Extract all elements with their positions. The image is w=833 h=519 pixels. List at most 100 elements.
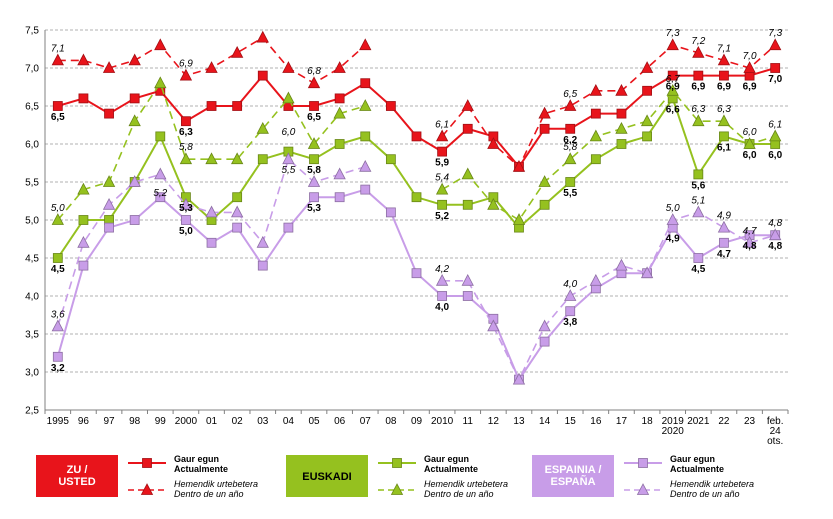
- data-label: 4,9: [666, 234, 680, 245]
- y-tick-label: 6,5: [25, 102, 39, 113]
- data-label: 5,0: [666, 203, 680, 214]
- marker-triangle: [51, 213, 64, 225]
- marker-square: [565, 123, 576, 134]
- marker-triangle: [461, 99, 474, 111]
- series-espana-future: [51, 152, 782, 385]
- marker-triangle: [564, 289, 577, 301]
- marker-triangle: [359, 38, 372, 51]
- marker-triangle: [615, 121, 628, 134]
- marker-triangle: [51, 53, 64, 66]
- marker-triangle: [461, 167, 474, 180]
- data-label: 3,8: [563, 317, 577, 328]
- marker-triangle: [205, 205, 218, 218]
- marker-square: [52, 351, 63, 362]
- series-layer: [51, 30, 782, 385]
- data-label: 6,0: [743, 150, 757, 161]
- marker-square: [206, 101, 217, 111]
- marker-square: [334, 139, 345, 149]
- data-label: 5,8: [179, 142, 193, 153]
- x-tick-label: 22: [718, 416, 730, 427]
- data-label: 6,1: [435, 119, 449, 130]
- marker-square: [693, 253, 704, 263]
- marker-square: [360, 131, 371, 142]
- x-tick-label: 98: [129, 416, 141, 427]
- data-label: 7,1: [717, 43, 731, 54]
- marker-triangle: [692, 114, 705, 127]
- marker-square: [719, 237, 729, 248]
- axes: 2,5 3,0 3,5 4,0 4,5 5,0 5,5 6,0 6,5 7,0 7,5 1995 96 9…: [25, 26, 789, 447]
- y-tick-label: 6,0: [25, 140, 39, 151]
- marker-square: [155, 131, 166, 142]
- marker-triangle: [256, 235, 269, 248]
- series-line: [56, 188, 776, 382]
- marker-triangle: [666, 38, 679, 51]
- marker-triangle: [390, 483, 404, 495]
- marker-triangle: [769, 228, 782, 241]
- marker-triangle: [128, 175, 141, 187]
- y-tick-label: 4,5: [25, 254, 39, 265]
- marker-triangle: [538, 319, 551, 332]
- marker-square: [257, 260, 268, 271]
- marker-square: [411, 268, 422, 279]
- marker-square: [590, 108, 601, 119]
- marker-triangle: [435, 182, 449, 195]
- marker-square: [181, 215, 191, 225]
- series-euskadi-current: [52, 93, 781, 263]
- x-tick-label: 13: [513, 416, 525, 427]
- x-tick-label: 18: [642, 416, 654, 427]
- marker-triangle: [307, 76, 321, 89]
- x-tick-label: 2021: [687, 416, 710, 427]
- marker-square: [181, 116, 191, 127]
- y-tick-label: 4,0: [25, 292, 39, 303]
- marker-square: [309, 192, 319, 203]
- data-label: 5,8: [563, 142, 577, 153]
- marker-triangle: [769, 38, 782, 51]
- marker-triangle: [636, 483, 650, 495]
- marker-triangle: [333, 167, 346, 180]
- marker-square: [719, 70, 729, 81]
- marker-triangle: [743, 235, 756, 248]
- marker-triangle: [359, 159, 372, 172]
- data-label: 4,8: [768, 241, 782, 252]
- marker-triangle: [333, 106, 346, 119]
- marker-square: [78, 93, 89, 104]
- marker-triangle: [589, 129, 603, 142]
- marker-triangle: [230, 45, 244, 58]
- marker-square: [693, 70, 704, 81]
- marker-triangle: [77, 182, 90, 195]
- marker-triangle: [128, 53, 141, 66]
- marker-triangle: [640, 114, 654, 127]
- x-tick-label: 04: [283, 416, 295, 427]
- data-label: 6,0: [281, 127, 295, 138]
- marker-triangle: [615, 83, 628, 96]
- marker-triangle: [487, 319, 500, 332]
- series-line: [441, 89, 776, 222]
- marker-square: [309, 154, 319, 165]
- data-label: 5,2: [153, 188, 167, 199]
- marker-square: [462, 123, 473, 134]
- marker-triangle: [179, 68, 193, 81]
- marker-square: [129, 215, 140, 225]
- marker-square: [539, 123, 550, 134]
- x-tick-label: 02: [232, 416, 244, 427]
- gridlines: [45, 29, 788, 373]
- x-tick-label: 1995: [47, 416, 70, 427]
- marker-triangle: [282, 61, 295, 73]
- marker-triangle: [282, 91, 295, 104]
- marker-triangle: [538, 106, 551, 119]
- data-label: 5,9: [435, 158, 449, 169]
- x-tick-label: 15: [565, 416, 577, 427]
- marker-square: [257, 154, 268, 165]
- x-tick-label: 17: [616, 416, 628, 427]
- marker-square: [616, 139, 627, 149]
- series-espana-current: [52, 184, 781, 385]
- marker-triangle: [461, 273, 474, 286]
- legend-group-espana: ESPAINIA / ESPAÑA Gaur egun Actualmente Heme…: [532, 454, 754, 499]
- marker-square: [539, 199, 550, 210]
- marker-square: [642, 131, 652, 142]
- x-tick-label: 11: [463, 416, 474, 427]
- legend-label-future: Hemendik urtebetera Dentro de un año: [670, 479, 754, 499]
- data-label: 6,3: [179, 127, 193, 138]
- marker-square: [462, 291, 473, 301]
- marker-triangle: [512, 372, 526, 385]
